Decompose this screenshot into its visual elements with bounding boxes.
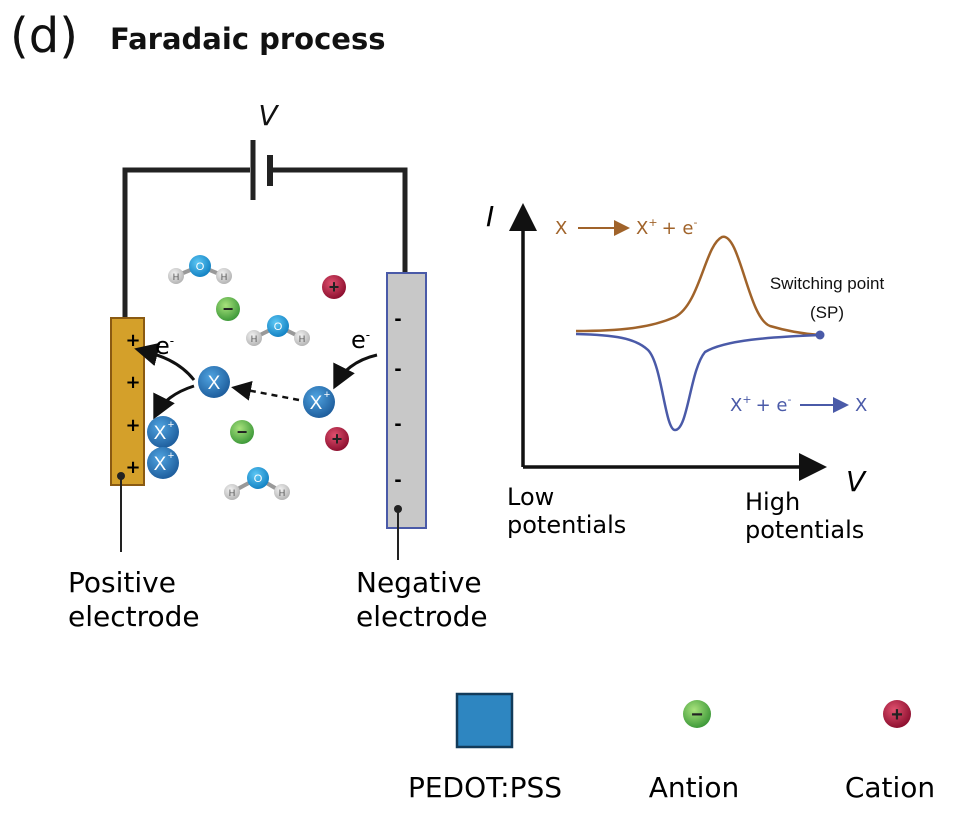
water-oxygen-label: O [274, 321, 283, 333]
oxidation-curve [575, 235, 821, 337]
positive-electrode-label-line1: Positive [68, 566, 176, 599]
panel-title: Faradaic process [110, 22, 386, 56]
x-axis-label: V [846, 465, 867, 498]
switching-point-label-line2: (SP) [810, 303, 844, 322]
water-molecule: O H H [246, 315, 310, 346]
oxidation-arrow [153, 384, 195, 420]
positive-electrode: + + + + [110, 317, 145, 552]
reduction-product: X [855, 395, 867, 416]
negative-electrode: - - - - [386, 272, 427, 560]
svg-text:X: X [154, 423, 167, 444]
low-potentials-line1: Low [507, 483, 554, 511]
water-hydrogen-label: H [279, 488, 286, 498]
svg-text:−: − [223, 299, 234, 319]
svg-text:+: + [329, 277, 340, 297]
legend: PEDOT:PSS − Antion + Cation [408, 692, 935, 804]
water-molecule: O H H [168, 255, 232, 284]
negative-charge: - [394, 414, 401, 435]
negative-electrode-label-line1: Negative [356, 566, 482, 599]
negative-electrode-body [386, 272, 427, 529]
negative-charge: - [394, 470, 401, 491]
reduction-curve [575, 332, 821, 432]
svg-text:X: X [310, 393, 323, 414]
positive-charge: + [125, 330, 140, 351]
cation-ion: + [322, 275, 346, 299]
water-hydrogen-label: H [251, 334, 258, 344]
svg-text:+: + [324, 389, 330, 401]
panel-label: (d) [10, 8, 78, 64]
positive-charge: + [125, 415, 140, 436]
low-potentials-line2: potentials [507, 511, 626, 539]
legend-pedot-swatch [455, 692, 514, 749]
diffusion-arrow [231, 380, 300, 402]
water-hydrogen-label: H [173, 272, 180, 282]
electron-arrow-positive [134, 342, 196, 381]
electron-label-positive: e- [155, 332, 174, 360]
electron-arrow-negative [333, 353, 378, 390]
svg-text:+: + [332, 429, 343, 449]
high-potentials-line1: High [745, 488, 800, 516]
anion-ion: − [230, 420, 254, 444]
svg-text:−: − [237, 422, 248, 442]
svg-text:+: + [891, 704, 903, 726]
electron-label-negative: e- [351, 326, 370, 354]
species-xplus: X + [147, 416, 179, 448]
legend-anion-icon: − [683, 700, 711, 728]
switching-point-label-line1: Switching point [770, 274, 885, 293]
negative-charge: - [394, 309, 401, 330]
species-xplus-near-negative: X + [303, 386, 335, 418]
cv-plot: I V X X+ + e- X+ + e- X Switching point (S… [486, 200, 884, 544]
cation-ion: + [325, 427, 349, 451]
water-hydrogen-label: H [229, 488, 236, 498]
wire-right [272, 167, 408, 273]
negative-charge: - [394, 359, 401, 380]
legend-cation-label: Cation [845, 771, 935, 804]
switching-point-marker [815, 330, 825, 340]
negative-electrode-label-line2: electrode [356, 600, 488, 633]
species-xplus: X + [147, 447, 179, 479]
positive-electrode-label-line2: electrode [68, 600, 200, 633]
svg-text:−: − [691, 704, 703, 726]
circuit: V [122, 99, 408, 318]
svg-text:X: X [208, 373, 221, 394]
water-oxygen-label: O [254, 473, 263, 485]
svg-text:+: + [168, 419, 174, 431]
anion-ion: − [216, 297, 240, 321]
high-potentials-line2: potentials [745, 516, 864, 544]
reduction-reactant: X+ + e- [730, 393, 791, 416]
legend-cation-icon: + [883, 700, 911, 728]
positive-charge: + [125, 457, 140, 478]
oxidation-product: X+ + e- [636, 216, 697, 239]
water-oxygen-label: O [196, 261, 205, 273]
y-axis-label: I [486, 200, 494, 233]
legend-pedot-label: PEDOT:PSS [408, 771, 562, 804]
svg-text:X: X [154, 454, 167, 475]
oxidation-reactant: X [555, 218, 567, 239]
water-molecule: O H H [224, 467, 290, 500]
legend-anion-label: Antion [649, 771, 740, 804]
species-x: X [198, 366, 230, 398]
water-hydrogen-label: H [299, 334, 306, 344]
water-hydrogen-label: H [221, 272, 228, 282]
wire-left [122, 167, 250, 318]
positive-charge: + [125, 372, 140, 393]
voltage-label: V [258, 99, 279, 132]
svg-text:+: + [168, 450, 174, 462]
